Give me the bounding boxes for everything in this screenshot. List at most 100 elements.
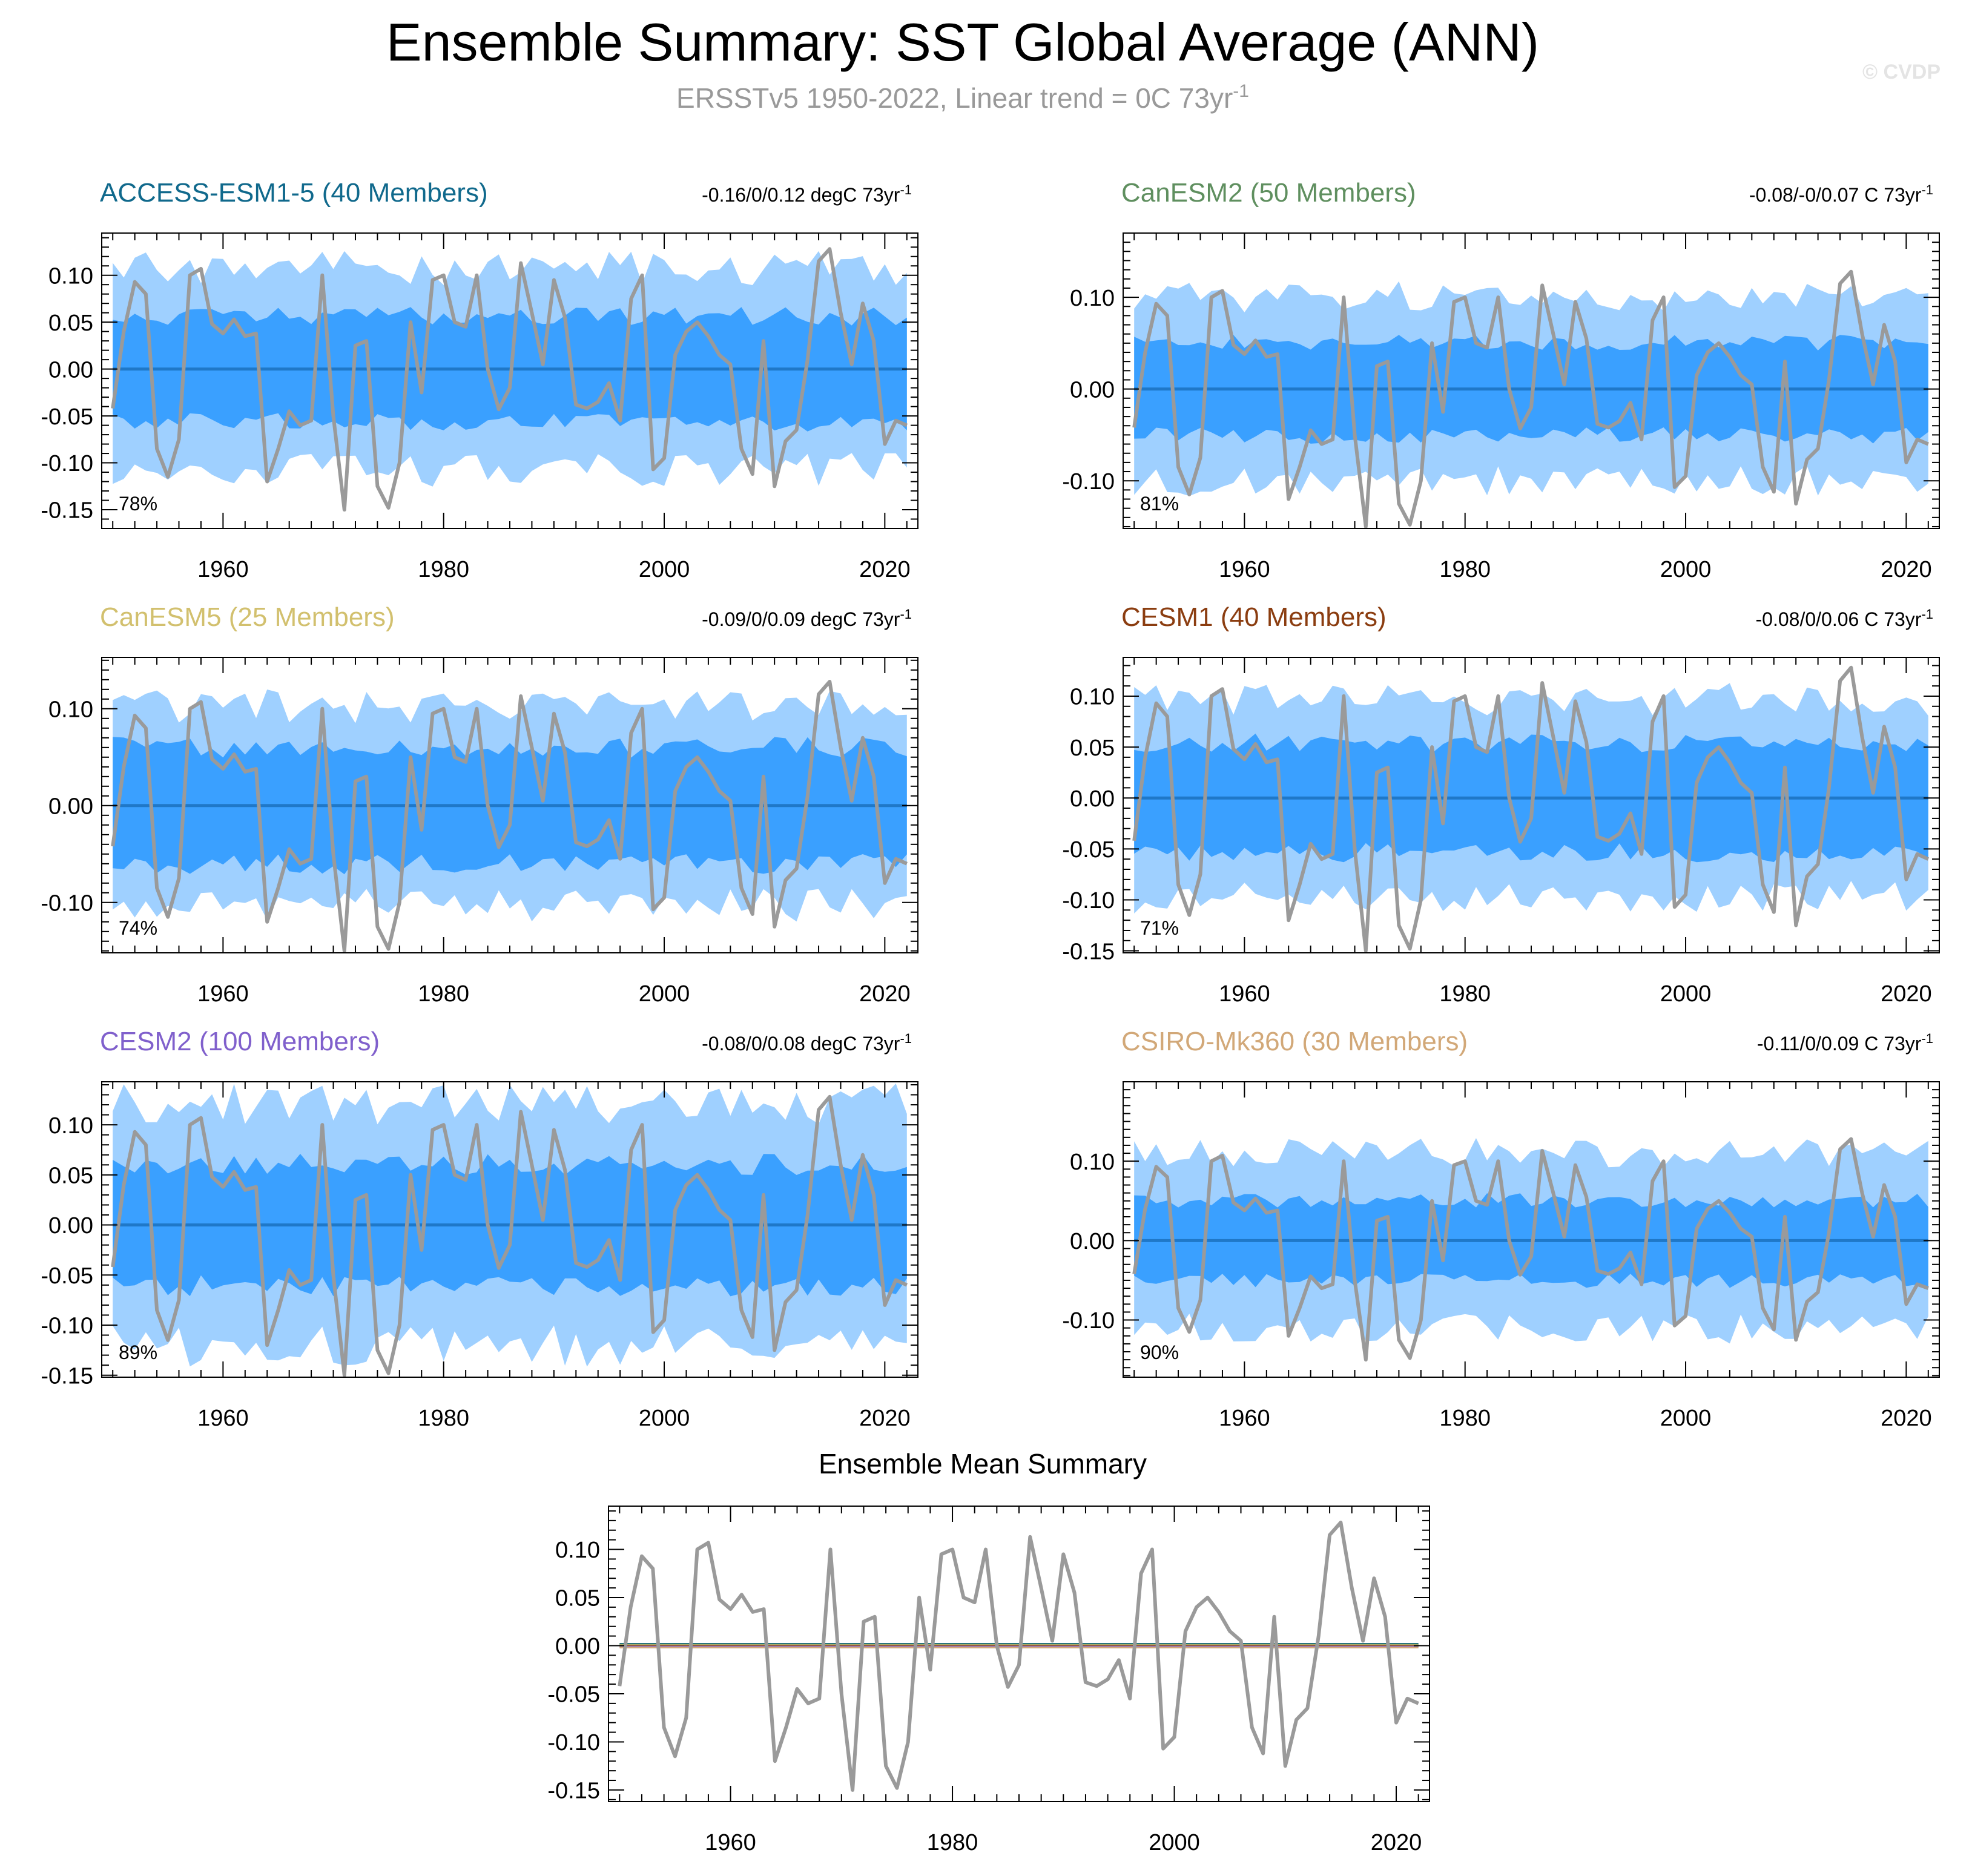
- panel-ytick-label: -0.10: [1062, 1308, 1115, 1334]
- panel-xtick-label: 2020: [859, 981, 911, 1007]
- panel-ytick-label: 0.00: [1070, 786, 1115, 812]
- panel-xtick-label: 2000: [639, 557, 690, 582]
- panel-plot-area: [1132, 1137, 1929, 1362]
- panel-ytick-label: -0.10: [1062, 469, 1115, 495]
- panel-ytick-label: -0.10: [1062, 888, 1115, 913]
- panel-trend-range: -0.08/0/0.08 degC 73yr-1: [702, 1031, 912, 1055]
- mean-ytick-label: 0.05: [555, 1586, 600, 1611]
- panel-xtick-label: 1960: [197, 981, 249, 1007]
- panel-ytick-label: 0.00: [1070, 1229, 1115, 1254]
- panel-xtick-label: 1980: [418, 557, 469, 582]
- panel-ytick-label: 0.10: [48, 697, 93, 722]
- panel-ytick-label: -0.15: [41, 1363, 93, 1389]
- panel-plot-area: [1132, 665, 1930, 953]
- panel-percent-within: 81%: [1140, 493, 1179, 515]
- mean-ytick-label: -0.10: [547, 1730, 600, 1756]
- panel-xtick-label: 2000: [1660, 557, 1712, 582]
- panel-xtick-label: 1960: [197, 1406, 249, 1431]
- panel-title: CSIRO-Mk360 (30 Members): [1121, 1027, 1468, 1056]
- observation-line: [111, 247, 908, 512]
- panel-plot-area: [1132, 269, 1929, 528]
- observation-line: [1132, 665, 1930, 953]
- mean-ytick-label: 0.10: [555, 1538, 600, 1563]
- panel-xtick-label: 2020: [859, 557, 911, 582]
- panel-xtick-label: 1960: [1219, 1406, 1270, 1431]
- panel-ytick-label: -0.05: [41, 404, 93, 430]
- panel-ytick-label: 0.00: [48, 794, 93, 819]
- panel-ytick-label: -0.10: [41, 1314, 93, 1339]
- panel-percent-within: 74%: [119, 917, 157, 939]
- panel-trend-range: -0.11/0/0.09 C 73yr-1: [1757, 1031, 1933, 1055]
- panel-ytick-label: 0.00: [1070, 377, 1115, 403]
- panel-xtick-label: 2000: [639, 981, 690, 1007]
- observation-line: [1132, 269, 1929, 528]
- mean-ytick-label: 0.00: [555, 1634, 600, 1659]
- panel-percent-within: 89%: [119, 1341, 157, 1363]
- mean-xtick-label: 1960: [705, 1830, 756, 1855]
- panel-ytick-label: -0.05: [1062, 837, 1115, 863]
- panel-cesm1: 0.10 0.05 0.00 -0.05 -0.10 -0.15 1960 1980 2000 2…: [1062, 602, 1940, 1007]
- panel-ytick-label: -0.15: [41, 498, 93, 524]
- mean-xtick-label: 2020: [1371, 1830, 1422, 1855]
- panel-title: CESM2 (100 Members): [100, 1027, 380, 1056]
- ensemble-mean-panel: Ensemble Mean Summary 0.10 0.05 0.00 -0.05 -0…: [547, 1448, 1430, 1855]
- panel-access-esm1-5: 0.10 0.05 0.00 -0.05 -0.10 -0.15 1960 1980 2000 2…: [41, 178, 918, 582]
- panel-ytick-label: -0.10: [41, 451, 93, 476]
- panel-trend-range: -0.09/0/0.09 degC 73yr-1: [702, 607, 912, 630]
- mean-xtick-label: 2000: [1149, 1830, 1200, 1855]
- mean-xtick-label: 1980: [927, 1830, 978, 1855]
- panel-title: ACCESS-ESM1-5 (40 Members): [100, 178, 488, 208]
- panel-xtick-label: 2020: [1881, 1406, 1932, 1431]
- panel-ytick-label: 0.00: [48, 1213, 93, 1239]
- panel-ytick-label: 0.10: [48, 263, 93, 289]
- panel-plot-area: [111, 680, 908, 953]
- observation-line: [618, 1521, 1419, 1792]
- panel-xtick-label: 2000: [639, 1406, 690, 1431]
- observation-line: [111, 1094, 908, 1377]
- panel-xtick-label: 2020: [859, 1406, 911, 1431]
- panel-canesm2: 0.10 0.00 -0.10 1960 1980 2000 2020 CanESM2 (50…: [1062, 178, 1940, 582]
- panel-ytick-label: 0.05: [1070, 736, 1115, 761]
- panel-xtick-label: 2020: [1881, 981, 1932, 1007]
- watermark: © CVDP: [1862, 61, 1941, 84]
- panel-xtick-label: 1980: [418, 1406, 469, 1431]
- panel-title: CESM1 (40 Members): [1121, 602, 1387, 632]
- panel-cesm2: 0.10 0.05 0.00 -0.05 -0.10 -0.15 1960 1980 2000 2…: [41, 1027, 918, 1431]
- panel-csiro-mk360: 0.10 0.00 -0.10 1960 1980 2000 2020 CSIRO-Mk360…: [1062, 1027, 1940, 1431]
- panel-ytick-label: 0.10: [1070, 1150, 1115, 1175]
- panel-xtick-label: 1960: [1219, 557, 1270, 582]
- panel-ytick-label: 0.00: [48, 357, 93, 383]
- panel-xtick-label: 2020: [1881, 557, 1932, 582]
- panel-percent-within: 71%: [1140, 917, 1179, 939]
- panel-canesm5: 0.10 0.00 -0.10 1960 1980 2000 2020 CanESM5 (25…: [41, 602, 918, 1007]
- panel-xtick-label: 1980: [418, 981, 469, 1007]
- panel-plot-area: [111, 247, 908, 512]
- panel-ytick-label: -0.05: [41, 1263, 93, 1289]
- panel-xtick-label: 2000: [1660, 981, 1712, 1007]
- panel-ytick-label: 0.05: [48, 311, 93, 336]
- panel-plot-area: [111, 1083, 908, 1377]
- panel-ytick-label: 0.10: [1070, 685, 1115, 710]
- panel-title: CanESM2 (50 Members): [1121, 178, 1416, 208]
- mean-ytick-label: -0.05: [547, 1682, 600, 1708]
- ensemble-mean-title: Ensemble Mean Summary: [819, 1448, 1147, 1479]
- panel-trend-range: -0.16/0/0.12 degC 73yr-1: [702, 182, 912, 206]
- figure-title: Ensemble Summary: SST Global Average (AN…: [386, 12, 1539, 72]
- mean-ytick-label: -0.15: [547, 1779, 600, 1804]
- panel-ytick-label: -0.15: [1062, 939, 1115, 964]
- observation-line: [111, 680, 908, 953]
- figure-subtitle: ERSSTv5 1950-2022, Linear trend = 0C 73y…: [676, 81, 1249, 114]
- panel-ytick-label: 0.10: [48, 1113, 93, 1139]
- panel-xtick-label: 1960: [197, 557, 249, 582]
- panel-grid: 0.10 0.05 0.00 -0.05 -0.10 -0.15 1960 1980 2000 2…: [41, 178, 1940, 1431]
- panel-percent-within: 78%: [119, 493, 157, 515]
- panel-xtick-label: 1960: [1219, 981, 1270, 1007]
- panel-percent-within: 90%: [1140, 1341, 1179, 1363]
- panel-ytick-label: 0.05: [48, 1163, 93, 1189]
- observation-line: [1132, 1137, 1929, 1362]
- panel-xtick-label: 2000: [1660, 1406, 1712, 1431]
- panel-title: CanESM5 (25 Members): [100, 602, 395, 632]
- panel-trend-range: -0.08/-0/0.07 C 73yr-1: [1749, 182, 1933, 206]
